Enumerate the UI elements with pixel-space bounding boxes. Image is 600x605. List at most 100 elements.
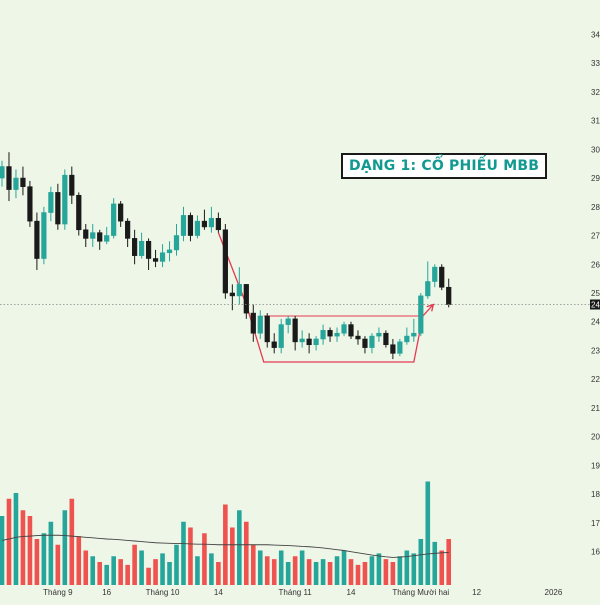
candle-body	[20, 177, 26, 187]
candle-body	[83, 229, 89, 239]
candle-body	[180, 215, 187, 236]
volume-bar	[250, 544, 256, 585]
volume-bar	[376, 553, 382, 586]
y-tick-label: 18	[591, 490, 600, 499]
candle-body	[425, 281, 431, 297]
candle-body	[404, 335, 410, 343]
candle-body	[62, 174, 68, 225]
candle-body	[418, 295, 424, 334]
volume-bar	[264, 556, 270, 585]
candle-body	[313, 338, 319, 346]
y-tick-label: 22	[591, 375, 600, 384]
volume-bar	[181, 521, 186, 585]
candle-body	[383, 332, 389, 346]
x-tick-label: 14	[347, 588, 356, 597]
candle-body	[446, 286, 452, 305]
volume-bar	[132, 544, 137, 585]
candle-body	[201, 220, 208, 228]
volume-ma-line	[1, 534, 449, 558]
candle-body	[236, 284, 242, 297]
volume-bar	[202, 533, 207, 585]
candle-body	[104, 235, 110, 242]
candle-body	[215, 217, 221, 231]
candle-body	[439, 266, 445, 288]
pattern-arrow-shaft	[422, 304, 434, 317]
candle-body	[369, 335, 375, 348]
candle-body	[0, 166, 5, 179]
candles-layer	[0, 152, 452, 360]
candle-body	[355, 335, 361, 340]
y-tick-label: 21	[591, 404, 600, 413]
candle-body	[432, 266, 438, 282]
volume-bar	[153, 559, 158, 586]
candle-body	[48, 192, 54, 213]
volume-bar	[425, 481, 431, 585]
y-tick-label: 30	[591, 145, 600, 154]
volume-layer	[0, 481, 452, 586]
volume-bar	[13, 493, 19, 585]
volume-bar	[418, 539, 424, 585]
volume-bar	[257, 550, 263, 585]
volume-bar	[341, 550, 347, 585]
y-axis: 34 33 32 31 30 29 28 27 26 25 24 23 22 21 20 19 18 17 16 24	[0, 30, 600, 557]
volume-bar	[362, 562, 368, 585]
volume-bar	[271, 559, 277, 586]
volume-bar	[27, 516, 33, 585]
volume-bar	[383, 559, 389, 586]
candle-body	[111, 203, 117, 236]
candle-body	[55, 192, 61, 225]
candle-body	[173, 235, 180, 251]
y-tick-label: 31	[591, 117, 600, 126]
volume-bar	[327, 562, 333, 585]
candle-body	[411, 332, 417, 337]
volume-bar	[334, 556, 340, 585]
x-tick-label: Tháng 10	[146, 588, 180, 597]
candle-body	[125, 220, 131, 239]
volume-bar	[55, 544, 61, 585]
y-tick-label: 33	[591, 59, 600, 68]
candle-body	[90, 232, 96, 239]
volume-bar	[306, 559, 312, 586]
x-tick-label: Tháng 11	[279, 588, 313, 597]
candle-body	[145, 240, 152, 259]
candle-body	[264, 315, 270, 343]
candle-body	[285, 318, 291, 325]
volume-bar	[6, 498, 12, 585]
candle-body	[76, 194, 82, 231]
pattern-arrow-head	[426, 303, 435, 312]
volume-bar	[111, 556, 116, 585]
candle-body	[97, 232, 103, 242]
candle-body	[376, 332, 382, 337]
y-tick-label: 19	[591, 461, 600, 470]
y-tick-label: 28	[591, 203, 600, 212]
y-tick-label: 29	[591, 174, 600, 183]
pattern-annotation	[217, 232, 435, 363]
candle-body	[327, 330, 333, 337]
candle-body	[397, 341, 403, 354]
candle-body	[278, 324, 284, 348]
candle-body	[257, 315, 263, 334]
volume-bar	[390, 562, 396, 585]
volume-bar	[62, 510, 68, 585]
candle-body	[13, 177, 19, 190]
volume-bar	[285, 562, 291, 585]
candle-body	[390, 344, 396, 354]
candle-body	[271, 341, 277, 348]
candle-body	[27, 186, 33, 222]
candle-body	[152, 258, 159, 262]
volume-bar	[167, 562, 172, 585]
candle-body	[208, 217, 215, 228]
y-tick-label: 24	[591, 318, 600, 327]
candle-body	[6, 166, 12, 190]
candle-body	[132, 238, 138, 256]
volume-bar	[216, 562, 221, 585]
candle-body	[159, 252, 166, 262]
volume-bar	[320, 559, 326, 586]
volume-bar	[244, 521, 249, 585]
volume-bar	[348, 559, 354, 586]
x-axis: Tháng 9 16 Tháng 10 14 Tháng 11 14 Tháng Mười …	[43, 588, 563, 597]
volume-bar	[188, 527, 193, 585]
pattern-bottom-line	[217, 232, 424, 363]
volume-bar	[97, 562, 103, 585]
